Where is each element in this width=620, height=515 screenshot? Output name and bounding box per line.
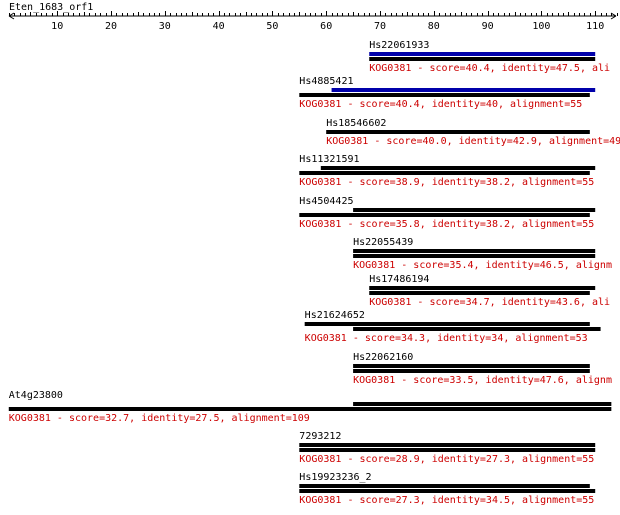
ruler-tick-label: 110	[586, 21, 604, 32]
alignment-bar	[369, 52, 596, 56]
hit-name: Hs19923236_2	[299, 472, 371, 483]
hit-row: Hs4885421 KOG0381 - score=40.4, identity=…	[299, 76, 596, 110]
hit-description: KOG0381 - score=40.4, identity=40, align…	[299, 99, 582, 110]
alignment-bar	[331, 88, 596, 92]
hit-description: KOG0381 - score=33.5, identity=47.6, ali…	[353, 375, 612, 386]
hit-row: Hs17486194 KOG0381 - score=34.7, identity…	[369, 274, 610, 308]
alignment-bar	[353, 254, 596, 258]
hit-name: Hs22062160	[353, 352, 413, 363]
alignment-bar	[320, 166, 596, 170]
alignment-bar	[353, 327, 601, 331]
hit-name: Hs22061933	[369, 40, 429, 51]
alignment-bar	[369, 291, 590, 295]
alignment-bar	[299, 489, 596, 493]
hit-name: Hs22055439	[353, 237, 413, 248]
hit-description: KOG0381 - score=32.7, identity=27.5, ali…	[9, 413, 310, 424]
alignment-bar	[299, 93, 590, 97]
hit-name: Hs11321591	[299, 154, 359, 165]
alignment-bar	[326, 130, 590, 134]
hit-row: 7293212 KOG0381 - score=28.9, identity=27…	[299, 431, 596, 465]
hit-description: KOG0381 - score=35.8, identity=38.2, ali…	[299, 219, 594, 230]
alignment-bar	[299, 171, 590, 175]
hit-name: At4g23800	[9, 390, 63, 401]
ruler-tick-label: 50	[266, 21, 278, 32]
alignment-bar	[299, 448, 596, 452]
alignment-bar	[353, 249, 596, 253]
hit-name: Hs17486194	[369, 274, 429, 285]
position-ruler: 10 20 30 40 50 60 70 80 90 100 110	[8, 11, 618, 32]
hit-row: Hs22061933 KOG0381 - score=40.4, identity…	[369, 40, 610, 74]
hit-row: At4g23800 KOG0381 - score=32.7, identity=…	[8, 390, 612, 424]
query-name: Eten_1683_orf1	[9, 2, 93, 13]
alignment-bar	[299, 213, 590, 217]
hit-row: Hs21624652 KOG0381 - score=34.3, identity…	[304, 310, 601, 344]
alignment-bar	[299, 443, 596, 447]
hit-description: KOG0381 - score=38.9, identity=38.2, ali…	[299, 177, 594, 188]
alignment-bar	[369, 57, 596, 61]
hit-description: KOG0381 - score=40.0, identity=42.9, ali…	[326, 136, 620, 147]
hit-name: Hs4504425	[299, 196, 353, 207]
hit-description: KOG0381 - score=40.4, identity=47.5, ali	[369, 63, 610, 74]
ruler-tick-label: 30	[159, 21, 171, 32]
hit-row: Hs22055439 KOG0381 - score=35.4, identity…	[353, 237, 612, 271]
alignment-bar	[369, 286, 596, 290]
hit-description: KOG0381 - score=27.3, identity=34.5, ali…	[299, 495, 594, 506]
hit-row: Hs19923236_2 KOG0381 - score=27.3, identi…	[299, 472, 596, 506]
hit-name: Hs18546602	[326, 118, 386, 129]
hit-row: Hs11321591 KOG0381 - score=38.9, identity…	[299, 154, 596, 188]
alignment-bar	[299, 484, 590, 488]
hit-description: KOG0381 - score=35.4, identity=46.5, ali…	[353, 260, 612, 271]
alignment-bar	[353, 402, 612, 406]
alignment-bar	[353, 369, 590, 373]
alignment-bar	[304, 322, 590, 326]
alignment-bar	[8, 407, 612, 411]
ruler-tick-label: 100	[532, 21, 550, 32]
hit-description: KOG0381 - score=34.3, identity=34, align…	[305, 333, 588, 344]
ruler-tick-label: 90	[482, 21, 494, 32]
alignment-bar	[353, 208, 596, 212]
ruler-tick-label: 70	[374, 21, 386, 32]
hit-row: Hs18546602 KOG0381 - score=40.0, identity…	[326, 118, 620, 147]
ruler-tick-label: 40	[213, 21, 225, 32]
ruler-tick-label: 10	[51, 21, 63, 32]
hit-description: KOG0381 - score=28.9, identity=27.3, ali…	[299, 454, 594, 465]
hit-description: KOG0381 - score=34.7, identity=43.6, ali	[369, 297, 610, 308]
hit-name: Hs21624652	[305, 310, 365, 321]
hit-name: 7293212	[299, 431, 341, 442]
ruler-tick-label: 80	[428, 21, 440, 32]
ruler-tick-label: 60	[320, 21, 332, 32]
hit-row: Hs22062160 KOG0381 - score=33.5, identity…	[353, 352, 612, 386]
hit-row: Hs4504425 KOG0381 - score=35.8, identity=…	[299, 196, 596, 230]
ruler-tick-label: 20	[105, 21, 117, 32]
hit-name: Hs4885421	[299, 76, 353, 87]
alignment-bar	[353, 364, 590, 368]
hit-list: Hs22061933 KOG0381 - score=40.4, identity…	[8, 40, 620, 506]
